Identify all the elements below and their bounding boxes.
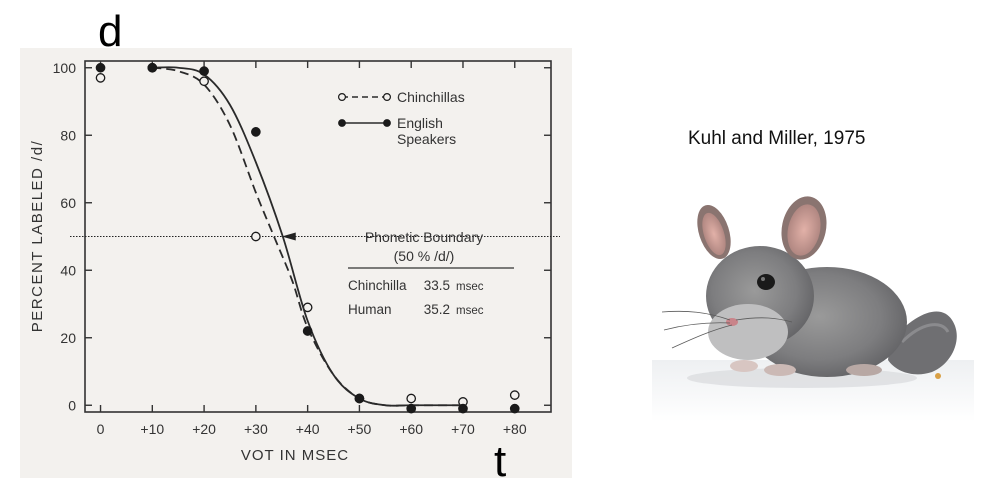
x-tick-label: +40 [296,421,320,437]
corner-label-d: d [98,7,123,56]
english-speakers-point [147,62,158,73]
x-tick-label: +50 [348,421,372,437]
chinchillas-point [406,393,417,404]
legend-label-english-2: Speakers [397,131,456,147]
legend-marker [338,119,346,127]
x-tick-label: +30 [244,421,268,437]
citation: Kuhl and Miller, 1975 [688,128,866,149]
english-speakers-point [458,403,468,414]
english-speakers-point [251,127,261,137]
annotation-row-unit: msec [456,281,484,293]
annotation-row-label: Chinchilla [348,278,407,293]
english-speakers-point [509,403,520,414]
y-tick-label: 100 [53,60,77,76]
legend-marker [383,92,392,101]
x-tick-label: +20 [192,421,216,437]
y-tick-label: 20 [60,330,76,346]
english-speakers-point [95,62,106,73]
y-tick-label: 0 [68,397,76,413]
annotation-row-label: Human [348,302,392,317]
legend-marker [383,119,391,127]
chinchillas-point [251,231,261,242]
chinchillas-point [509,390,520,400]
x-tick-label: +60 [399,421,423,437]
chinchillas-point [95,73,106,83]
x-tick-label: +10 [140,421,164,437]
axes: 0 20 40 60 80 100 0 +10 +20 +30 +40 +50 +60 +70 +80 [53,60,552,437]
boundary-annotation: Phonetic Boundary (50 % /d/) Chinchilla 33.… [348,229,514,317]
legend-label-chinchillas: Chinchillas [397,89,465,105]
annotation-subtitle: (50 % /d/) [394,248,455,264]
annotation-title: Phonetic Boundary [365,229,483,245]
chinchilla-photo [652,196,974,422]
boundary-arrow [281,232,296,241]
chart: 0 20 40 60 80 100 0 +10 +20 +30 +40 +50 +60 +70 +80 Ch… [29,60,560,464]
chinchillas-point [199,76,209,87]
english-speakers-point [302,326,313,336]
y-tick-label: 40 [60,262,76,278]
x-tick-label: 0 [97,421,105,437]
annotation-row-value: 35.2 [424,302,450,317]
legend-marker [338,92,347,101]
english-speakers-point [406,403,417,414]
x-tick-label: +80 [503,421,527,437]
y-tick-label: 80 [60,127,76,143]
corner-label-t: t [494,437,507,486]
annotation-row-unit: msec [456,305,484,317]
y-axis-label: PERCENT LABELED /d/ [29,140,46,332]
legend-label-english-1: English [397,115,443,131]
english-speakers-point [199,66,209,76]
annotation-row-value: 33.5 [424,278,450,293]
x-axis-label: VOT IN MSEC [241,447,349,464]
y-tick-label: 60 [60,195,76,211]
phonetic-boundary [70,232,560,241]
x-tick-label: +70 [451,421,475,437]
series-layer [95,62,520,414]
english-speakers-point [354,393,365,404]
figure-panel: 0 20 40 60 80 100 0 +10 +20 +30 +40 +50 +60 +70 +80 Ch… [20,48,572,478]
